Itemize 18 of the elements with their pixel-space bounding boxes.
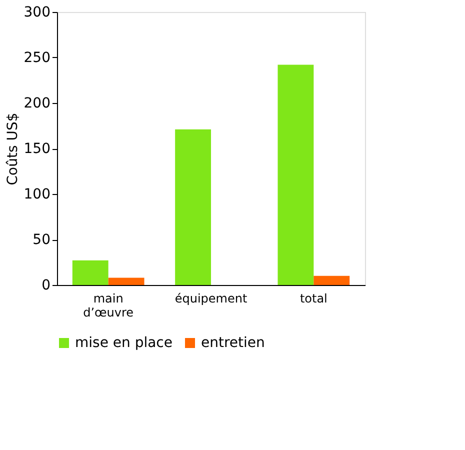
legend-label: entretien — [201, 335, 265, 351]
bar — [314, 276, 350, 285]
y-tick-label: 0 — [42, 278, 50, 294]
y-axis-title: Coûts US$ — [4, 112, 21, 186]
y-tick-label: 250 — [24, 50, 50, 66]
y-tick-label: 300 — [24, 4, 50, 20]
y-tick-label: 200 — [24, 96, 50, 112]
bar — [278, 64, 314, 285]
x-tick-label: équipement — [174, 292, 248, 306]
bar — [175, 129, 211, 285]
y-tick-label: 100 — [24, 186, 50, 202]
x-tick-label: main d’œuvre — [83, 292, 134, 320]
x-tick-label: total — [300, 292, 328, 306]
legend-label: mise en place — [75, 335, 172, 351]
y-tick-label: 50 — [32, 232, 50, 248]
bar — [72, 260, 108, 285]
bar — [108, 278, 144, 285]
y-tick-label: 150 — [24, 141, 50, 157]
